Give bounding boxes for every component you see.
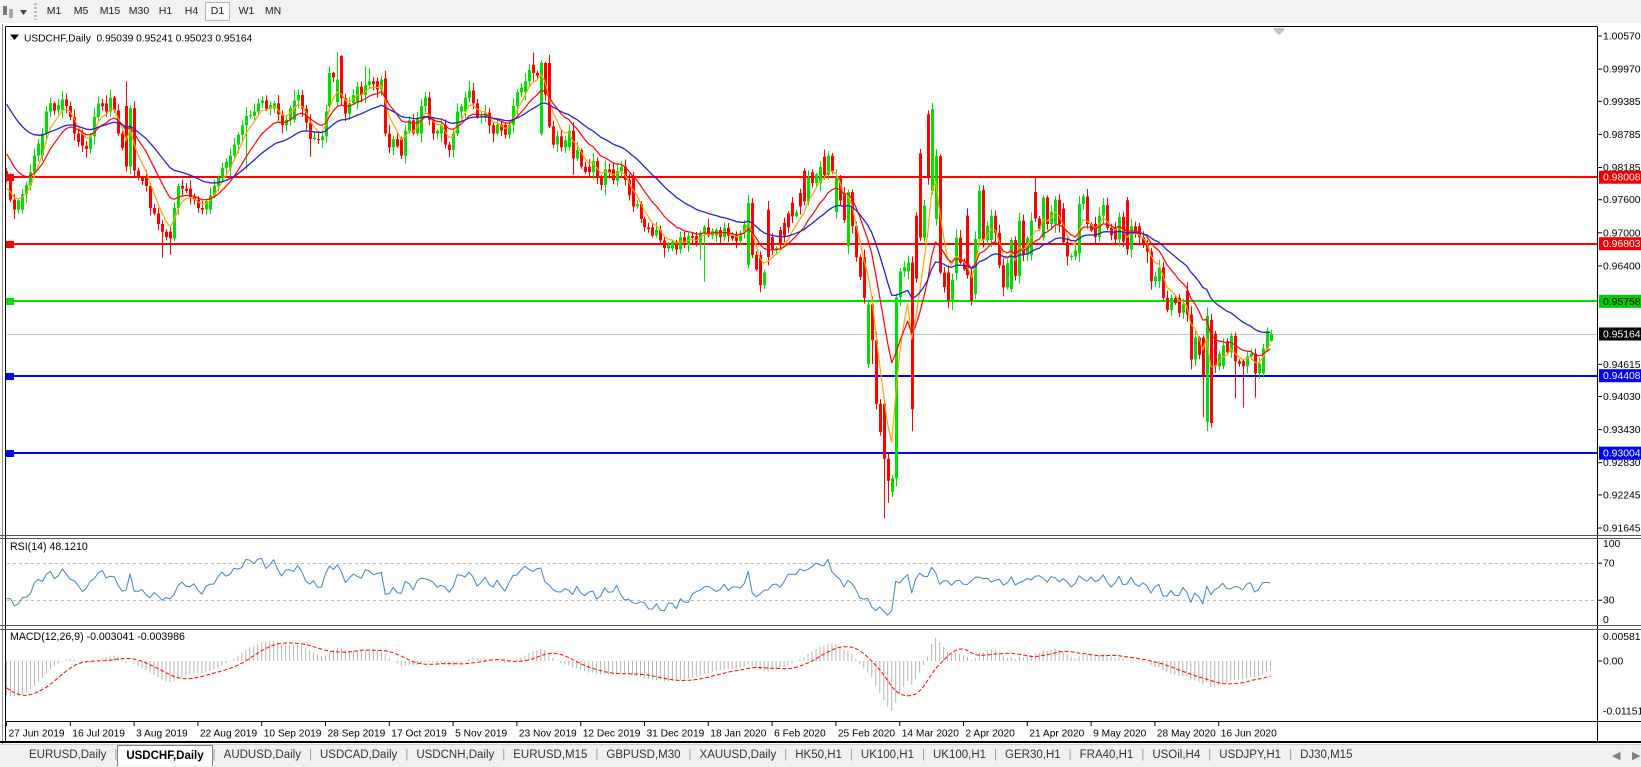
svg-text:0.94615: 0.94615 (1603, 360, 1641, 371)
svg-text:0.91645: 0.91645 (1603, 524, 1641, 535)
svg-text:30: 30 (1603, 596, 1615, 607)
svg-text:27 Jun 2019: 27 Jun 2019 (9, 729, 65, 740)
svg-text:3 Aug 2019: 3 Aug 2019 (136, 729, 188, 740)
svg-text:28 May 2020: 28 May 2020 (1157, 729, 1216, 740)
svg-text:0.96400: 0.96400 (1603, 261, 1641, 272)
svg-text:0.00: 0.00 (1603, 657, 1623, 668)
svg-text:22 Aug 2019: 22 Aug 2019 (200, 729, 258, 740)
svg-text:0.97000: 0.97000 (1603, 228, 1641, 239)
svg-text:0.93430: 0.93430 (1603, 425, 1641, 436)
svg-text:23 Nov 2019: 23 Nov 2019 (519, 729, 577, 740)
svg-text:14 Mar 2020: 14 Mar 2020 (902, 729, 960, 740)
svg-text:10 Sep 2019: 10 Sep 2019 (264, 729, 322, 740)
svg-text:70: 70 (1603, 559, 1615, 570)
svg-text:31 Dec 2019: 31 Dec 2019 (647, 729, 705, 740)
svg-text:16 Jul 2019: 16 Jul 2019 (72, 729, 125, 740)
svg-text:0.95758: 0.95758 (1603, 297, 1641, 308)
svg-text:0.005818: 0.005818 (1603, 632, 1641, 643)
svg-text:0.98185: 0.98185 (1603, 163, 1641, 174)
svg-text:0.98785: 0.98785 (1603, 130, 1641, 141)
svg-text:0.92830: 0.92830 (1603, 458, 1641, 469)
svg-text:USDCHF,Daily 0.95039 0.95241: USDCHF,Daily 0.95039 0.95241 0.95023 0.9… (24, 34, 253, 45)
svg-text:100: 100 (1603, 539, 1621, 550)
svg-text:16 Jun 2020: 16 Jun 2020 (1221, 729, 1277, 740)
svg-text:28 Sep 2019: 28 Sep 2019 (328, 729, 386, 740)
svg-text:25 Feb 2020: 25 Feb 2020 (838, 729, 896, 740)
svg-text:17 Oct 2019: 17 Oct 2019 (391, 729, 447, 740)
svg-text:6 Feb 2020: 6 Feb 2020 (774, 729, 826, 740)
svg-text:0.92245: 0.92245 (1603, 490, 1641, 501)
svg-text:RSI(14) 48.1210: RSI(14) 48.1210 (10, 541, 88, 553)
svg-text:0.98008: 0.98008 (1603, 173, 1641, 184)
svg-text:1.00570: 1.00570 (1603, 32, 1641, 43)
svg-text:0.93004: 0.93004 (1603, 449, 1641, 460)
svg-text:18 Jan 2020: 18 Jan 2020 (710, 729, 766, 740)
svg-text:0.95164: 0.95164 (1603, 330, 1641, 341)
svg-text:0.97600: 0.97600 (1603, 195, 1641, 206)
svg-text:-0.011514: -0.011514 (1603, 707, 1641, 718)
svg-text:0.99385: 0.99385 (1603, 97, 1641, 108)
svg-text:0.96803: 0.96803 (1603, 239, 1641, 250)
svg-text:12 Dec 2019: 12 Dec 2019 (583, 729, 641, 740)
svg-text:5 Nov 2019: 5 Nov 2019 (455, 729, 507, 740)
svg-text:2 Apr 2020: 2 Apr 2020 (966, 729, 1016, 740)
svg-text:21 Apr 2020: 21 Apr 2020 (1029, 729, 1084, 740)
svg-text:0: 0 (1603, 615, 1609, 626)
svg-text:0.99970: 0.99970 (1603, 65, 1641, 76)
svg-text:0.94030: 0.94030 (1603, 392, 1641, 403)
svg-text:MACD(12,26,9) -0.003041 -0.003: MACD(12,26,9) -0.003041 -0.003986 (10, 631, 185, 643)
svg-text:9 May 2020: 9 May 2020 (1093, 729, 1147, 740)
svg-text:0.94408: 0.94408 (1603, 371, 1641, 382)
